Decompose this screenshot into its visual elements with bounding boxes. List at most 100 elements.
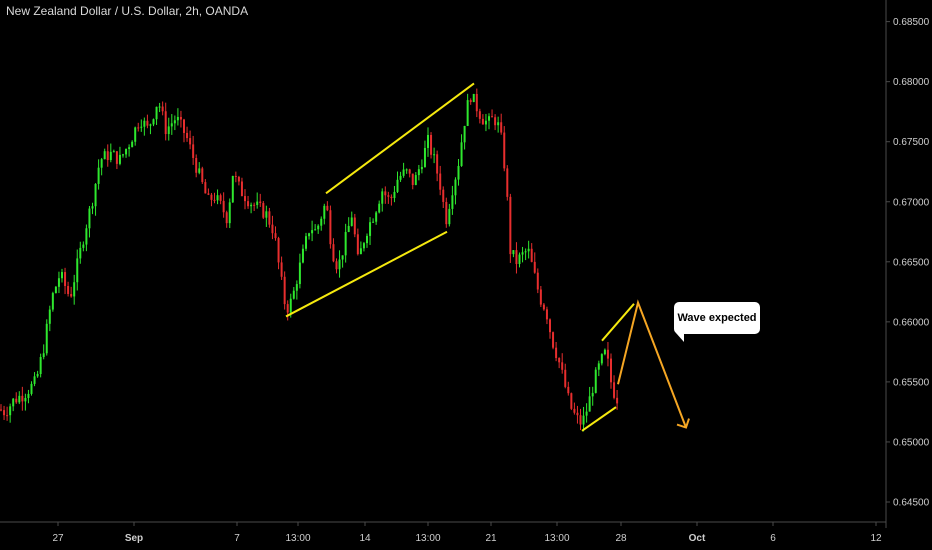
candle-down xyxy=(545,309,548,320)
candle-up xyxy=(167,126,170,135)
candle-down xyxy=(210,194,213,200)
candle-down xyxy=(277,238,280,263)
candle-down xyxy=(204,182,207,194)
candle-up xyxy=(305,236,307,249)
candle-up xyxy=(36,374,39,377)
candle-up xyxy=(33,376,36,384)
candle-down xyxy=(408,169,411,174)
candle-down xyxy=(64,272,67,287)
candle-down xyxy=(576,412,579,416)
candle-down xyxy=(613,382,616,398)
candle-up xyxy=(460,142,463,166)
candle-down xyxy=(564,369,567,387)
time-tick-label: 6 xyxy=(770,533,776,544)
candle-down xyxy=(606,349,609,359)
candle-up xyxy=(320,218,323,226)
candle-up xyxy=(134,127,137,142)
candle-up xyxy=(451,195,454,209)
candle-up xyxy=(427,134,429,148)
candle-down xyxy=(332,244,335,262)
candle-up xyxy=(42,353,45,358)
candle-down xyxy=(247,201,250,207)
candle-up xyxy=(597,363,600,370)
candle-up xyxy=(155,106,158,120)
candle-up xyxy=(338,259,341,270)
channel-upper-trendline[interactable] xyxy=(325,82,475,195)
candle-up xyxy=(591,392,594,397)
candle-down xyxy=(225,212,228,224)
candle-down xyxy=(436,154,439,174)
projection-arrowhead xyxy=(676,418,690,429)
wedge-upper-trendline[interactable] xyxy=(601,303,635,342)
candle-down xyxy=(558,358,561,363)
candle-down xyxy=(70,293,73,297)
candle-down xyxy=(616,397,619,404)
candle-up xyxy=(524,251,527,253)
candle-up xyxy=(457,165,460,180)
price-tick-label: 0.67500 xyxy=(893,137,930,148)
candle-up xyxy=(484,120,487,125)
candle-up xyxy=(359,248,362,255)
candle-down xyxy=(274,233,277,239)
candle-down xyxy=(21,395,24,402)
candle-up xyxy=(198,168,201,173)
time-axis[interactable]: 27 Sep 7 13:00 14 13:00 21 13:00 28 Oct 6 12 xyxy=(52,522,882,544)
candle-down xyxy=(506,168,509,197)
candle-up xyxy=(585,411,588,416)
candle-up xyxy=(518,254,521,265)
candle-up xyxy=(100,159,103,168)
candle-down xyxy=(442,189,445,202)
candle-down xyxy=(500,122,503,133)
candle-down xyxy=(356,234,359,255)
price-tick-label: 0.68000 xyxy=(893,77,930,88)
channel-lower-trendline[interactable] xyxy=(285,230,448,318)
price-axis[interactable]: 0.68500 0.68000 0.67500 0.67000 0.66500 0.660… xyxy=(886,17,930,508)
candle-up xyxy=(131,141,134,148)
candle-up xyxy=(45,323,48,354)
candle-down xyxy=(573,408,576,413)
candle-down xyxy=(387,195,390,197)
price-tick-label: 0.65500 xyxy=(893,377,930,388)
candle-up xyxy=(24,397,27,402)
candle-down xyxy=(478,111,481,119)
candle-up xyxy=(402,169,405,176)
candle-up xyxy=(140,126,143,128)
candle-up xyxy=(170,123,173,127)
candle-up xyxy=(76,258,79,283)
projected-wave-path[interactable] xyxy=(617,299,687,428)
time-tick-label: 21 xyxy=(485,533,497,544)
wedge-lower-trendline[interactable] xyxy=(581,406,617,432)
candle-down xyxy=(240,181,243,197)
candle-down xyxy=(6,415,9,417)
candle-down xyxy=(533,261,536,273)
candle-down xyxy=(195,157,198,173)
candle-up xyxy=(454,179,457,196)
candle-down xyxy=(552,332,555,348)
candle-down xyxy=(491,116,494,118)
candle-up xyxy=(308,233,311,237)
candle-up xyxy=(97,167,100,184)
price-tick-label: 0.68500 xyxy=(893,17,930,28)
candle-down xyxy=(515,250,518,265)
candle-up xyxy=(94,183,97,207)
candle-down xyxy=(262,203,265,218)
candle-down xyxy=(561,362,564,370)
candle-up xyxy=(12,398,15,407)
candle-up xyxy=(79,247,82,259)
candle-down xyxy=(0,409,2,411)
candle-up xyxy=(372,221,375,223)
candle-up xyxy=(362,243,365,249)
candle-up xyxy=(414,175,417,185)
candle-up xyxy=(603,349,606,355)
candle-down xyxy=(106,151,109,161)
candle-down xyxy=(237,176,240,182)
candle-down xyxy=(3,410,6,416)
candle-down xyxy=(207,193,210,195)
candle-down xyxy=(430,134,433,155)
candle-down xyxy=(390,196,393,199)
candle-up xyxy=(216,195,219,201)
candle-down xyxy=(530,248,533,262)
time-tick-label: 28 xyxy=(615,533,627,544)
candle-down xyxy=(475,93,478,112)
